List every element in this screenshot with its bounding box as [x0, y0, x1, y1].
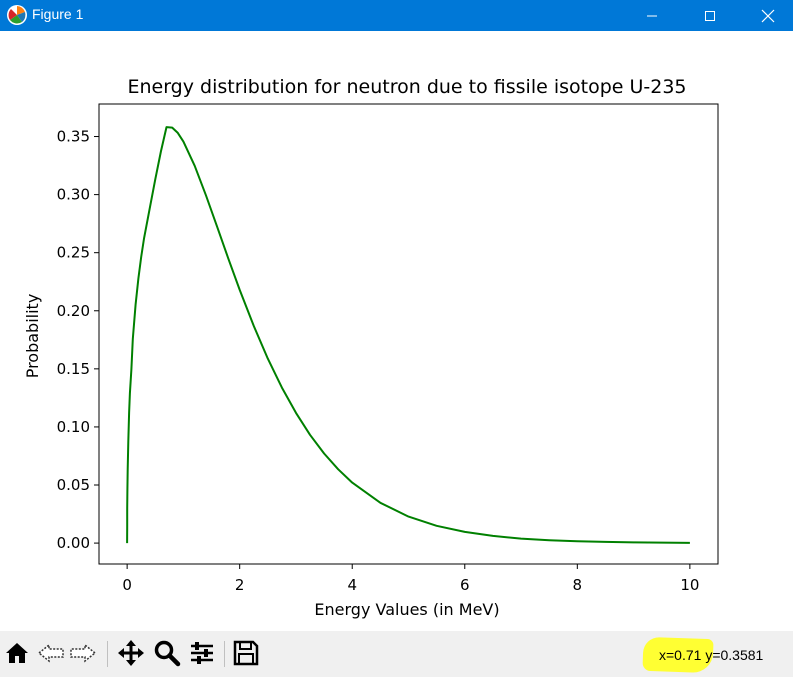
window-title: Figure 1 [32, 6, 84, 22]
x-tick-label: 8 [573, 576, 583, 594]
y-tick-label: 0.30 [57, 186, 90, 204]
navigation-toolbar: x=0.71 y=0.3581 [0, 631, 793, 677]
maximize-button[interactable] [681, 0, 739, 31]
matplotlib-logo-icon [7, 5, 27, 25]
close-button[interactable] [739, 0, 793, 31]
forward-arrow-icon [70, 643, 97, 663]
minimize-button[interactable] [623, 0, 681, 31]
pan-icon [118, 640, 144, 666]
chart-title: Energy distribution for neutron due to f… [127, 76, 686, 98]
x-tick-label: 0 [122, 576, 132, 594]
x-axis-label: Energy Values (in MeV) [314, 600, 499, 619]
x-tick-label: 2 [235, 576, 245, 594]
configure-subplots-button[interactable] [187, 638, 217, 668]
minimize-icon [647, 15, 657, 16]
back-button[interactable] [36, 638, 66, 668]
save-icon [233, 640, 259, 666]
back-arrow-icon [37, 643, 64, 663]
zoom-button[interactable] [152, 638, 182, 668]
configure-subplots-icon [191, 642, 213, 664]
home-icon [6, 643, 28, 663]
pan-button[interactable] [116, 638, 146, 668]
toolbar-separator [224, 641, 225, 667]
home-button[interactable] [2, 638, 32, 668]
y-tick-label: 0.35 [57, 128, 90, 146]
window-titlebar: Figure 1 [0, 0, 793, 31]
y-tick-label: 0.05 [57, 476, 90, 494]
y-tick-label: 0.00 [57, 534, 90, 552]
x-tick-label: 4 [347, 576, 357, 594]
y-axis-ticks: 0.00 0.05 0.10 0.15 0.20 0.25 0.30 0.35 [57, 128, 99, 552]
close-icon [761, 9, 775, 22]
x-tick-label: 6 [460, 576, 470, 594]
forward-button[interactable] [68, 638, 98, 668]
x-tick-label: 10 [680, 576, 699, 594]
series-line [126, 126, 690, 544]
figure-canvas[interactable]: Energy distribution for neutron due to f… [0, 31, 793, 631]
x-axis-ticks: 0 2 4 6 8 10 [122, 564, 699, 594]
y-tick-label: 0.25 [57, 244, 90, 262]
toolbar-separator [107, 641, 108, 667]
zoom-icon [154, 640, 181, 667]
axes-frame [98, 103, 719, 565]
cursor-coordinates: x=0.71 y=0.3581 [659, 647, 764, 663]
save-button[interactable] [231, 638, 261, 668]
maximize-icon [705, 10, 715, 21]
y-tick-label: 0.15 [57, 360, 90, 378]
chart[interactable]: Energy distribution for neutron due to f… [0, 31, 793, 631]
y-tick-label: 0.20 [57, 302, 90, 320]
y-tick-label: 0.10 [57, 418, 90, 436]
y-axis-label: Probability [23, 294, 42, 379]
